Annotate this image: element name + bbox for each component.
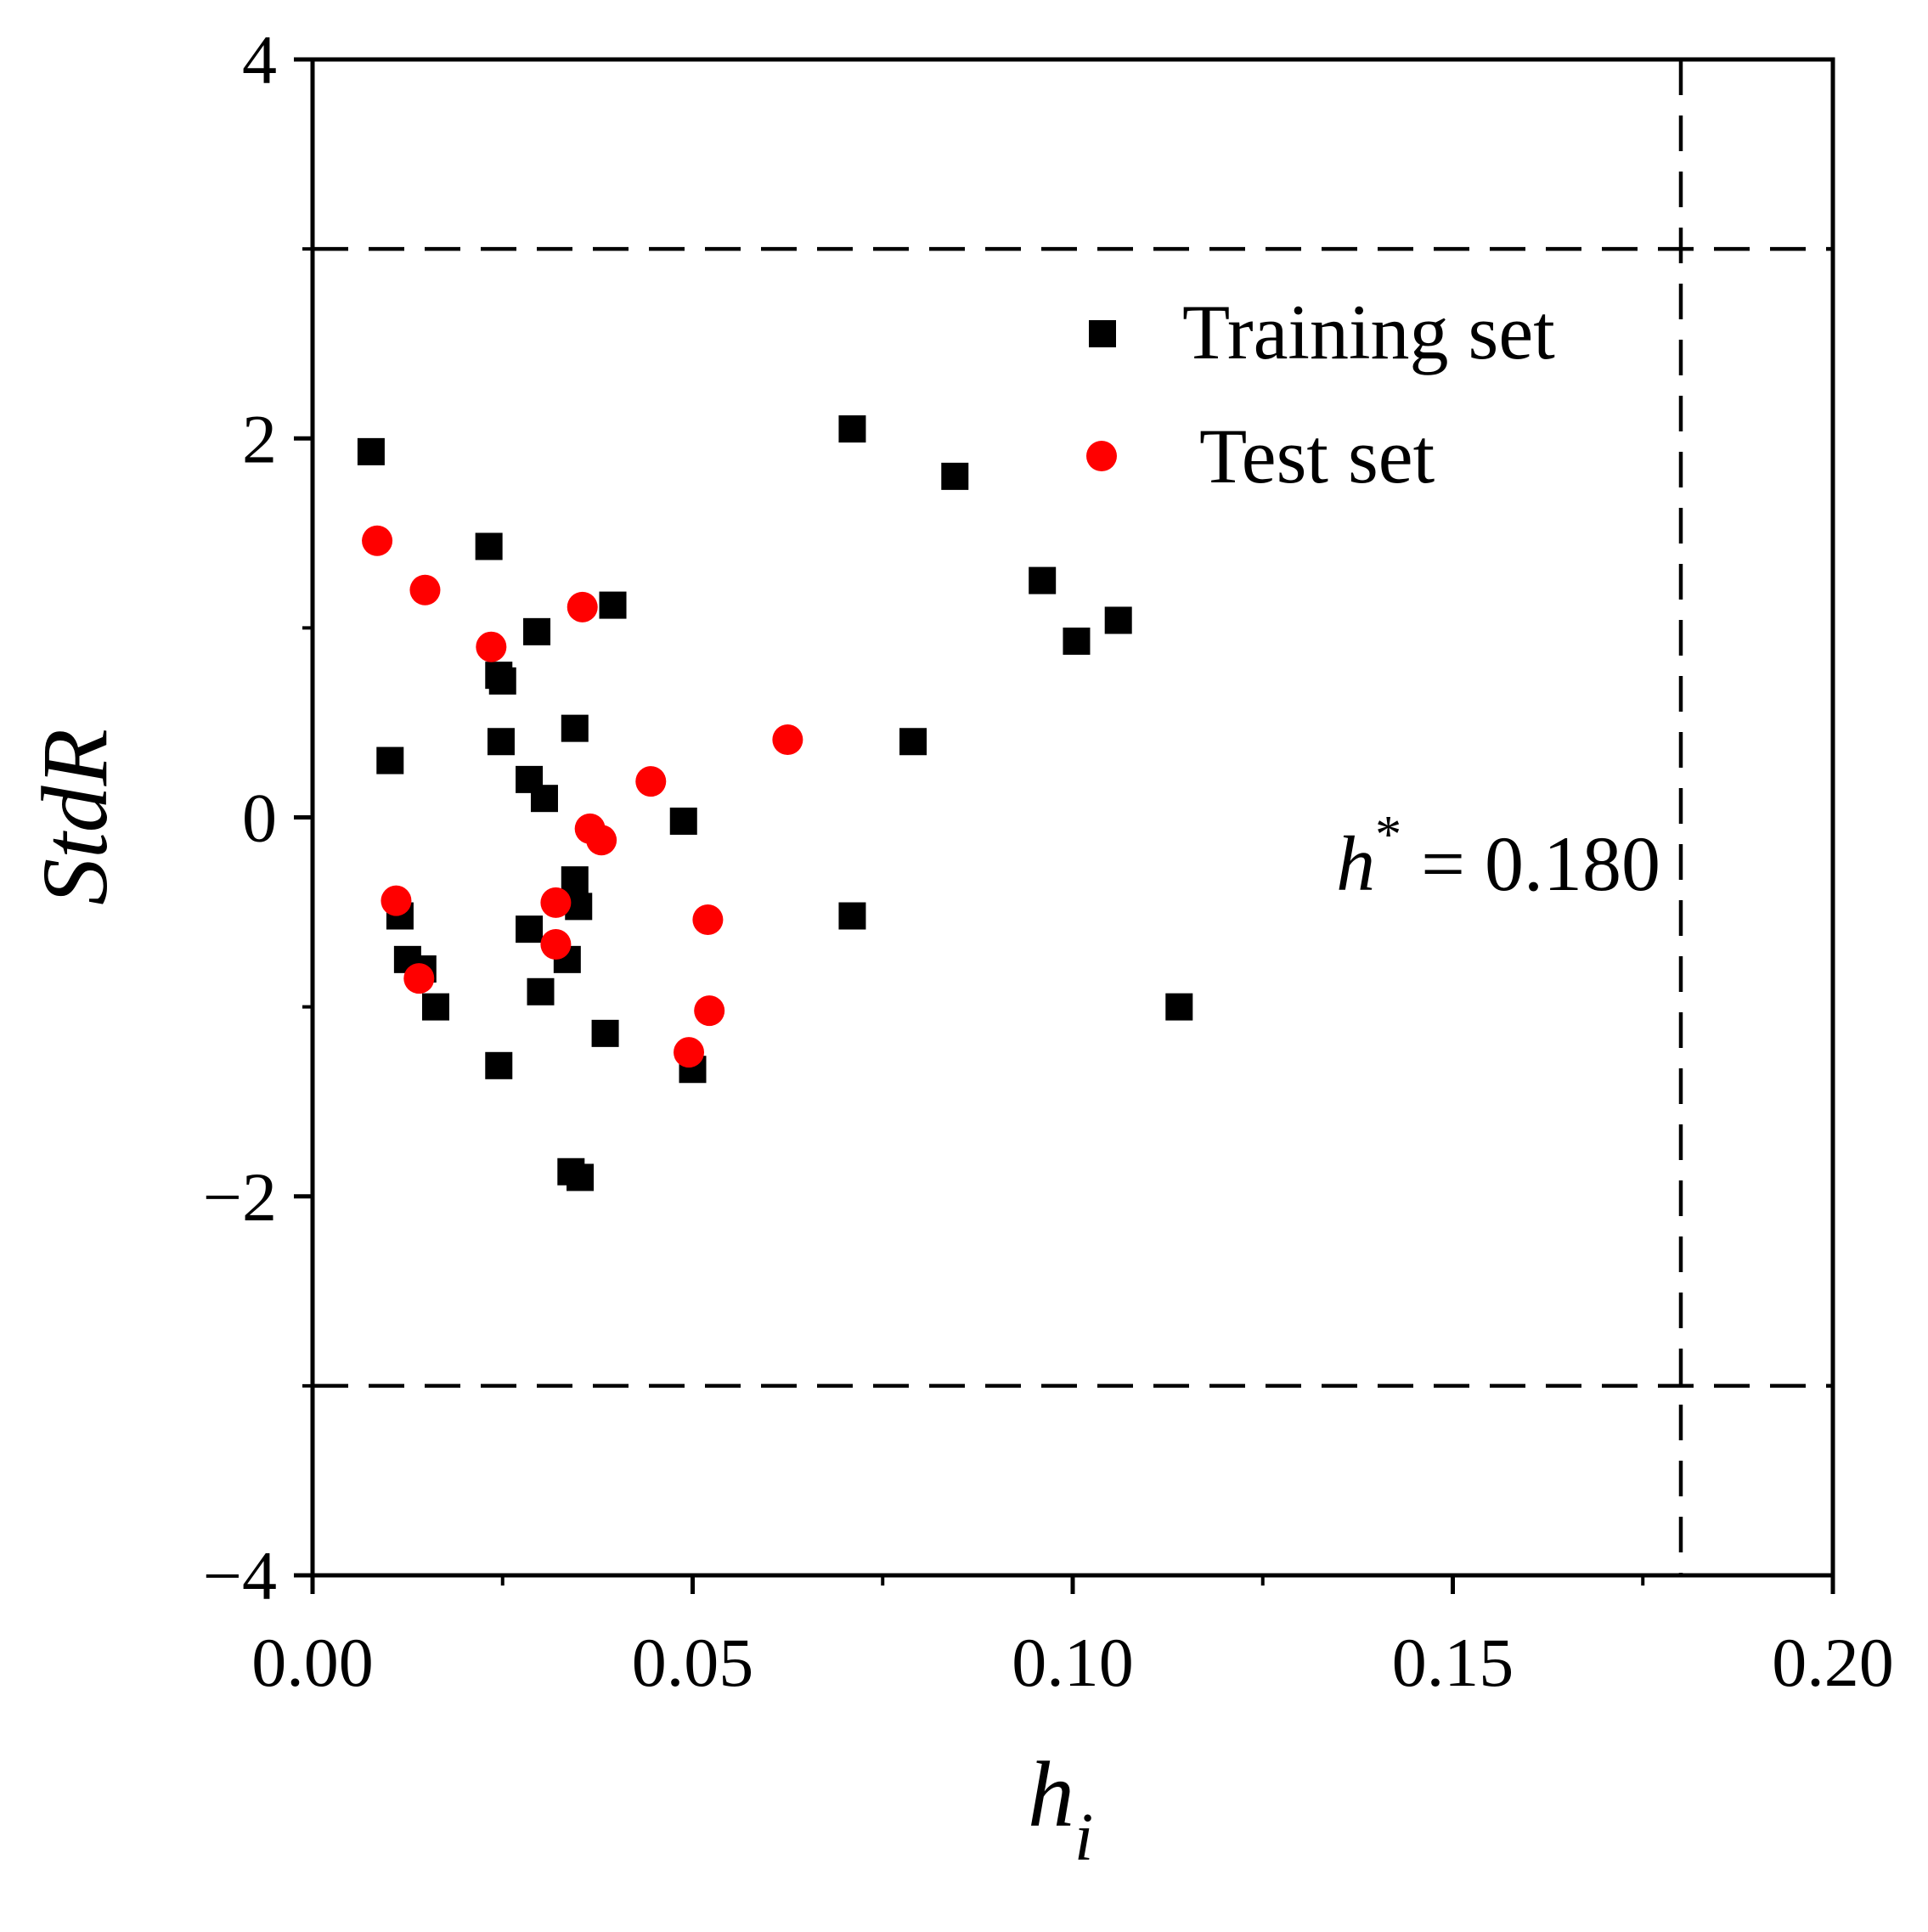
training-set-point-0	[357, 437, 385, 465]
training-set-point-26	[838, 415, 866, 443]
threshold-annotation-value: = 0.180	[1401, 820, 1660, 907]
training-set-point-1	[376, 746, 404, 774]
training-set-point-23	[591, 1019, 619, 1047]
x-tick-label-2: 0.10	[1012, 1624, 1134, 1701]
legend-label-training-set: Training set	[1182, 289, 1555, 375]
training-set-point-14	[516, 915, 544, 943]
training-set-point-18	[561, 714, 589, 742]
plot-frame	[310, 57, 1835, 1578]
test-set-point-12	[692, 904, 724, 935]
test-set-point-2	[403, 963, 435, 994]
axis-ticks: 0.00 0.05 0.10 0.15 0.20 −4 −2 0 2 4	[203, 21, 1894, 1701]
reference-lines	[313, 59, 1833, 1575]
training-set-point-31	[1063, 627, 1091, 655]
y-tick-label-0: −4	[203, 1537, 277, 1614]
legend-marker-test-set	[1086, 441, 1117, 471]
test-set-point-14	[772, 724, 803, 756]
threshold-annotation: h* = 0.180	[1336, 806, 1660, 907]
x-axis-title: hi	[1028, 1743, 1093, 1875]
y-tick-label-1: −2	[203, 1158, 277, 1236]
training-set-point-19	[561, 866, 589, 894]
training-set-point-15	[527, 977, 555, 1005]
training-set-point-6	[475, 532, 503, 560]
test-set-point-0	[362, 525, 393, 556]
training-set-point-21	[567, 1163, 595, 1191]
training-set-point-8	[488, 667, 516, 695]
training-set-point-22	[599, 591, 627, 619]
y-tick-label-3: 2	[242, 400, 277, 477]
y-tick-label-2: 0	[242, 780, 277, 857]
y-axis-title: StdR	[23, 729, 127, 905]
test-set-point-1	[381, 885, 412, 916]
training-set-point-29	[941, 462, 969, 490]
threshold-annotation-symbol: h	[1336, 820, 1375, 907]
y-tick-label-4: 4	[242, 21, 277, 99]
test-set-point-13	[694, 995, 725, 1027]
test-set-point-6	[540, 928, 572, 960]
test-set-point-11	[674, 1037, 705, 1068]
training-set-point-24	[669, 807, 697, 835]
x-axis-title-main: h	[1028, 1743, 1074, 1846]
training-set-point-9	[487, 728, 515, 756]
x-tick-label-1: 0.05	[632, 1624, 754, 1701]
x-axis-title-subscript: i	[1074, 1800, 1093, 1875]
training-set-point-10	[485, 1051, 513, 1079]
test-set-point-7	[567, 591, 598, 622]
training-set-point-5	[421, 993, 449, 1021]
legend-marker-training-set	[1089, 320, 1116, 347]
training-set-point-33	[1165, 993, 1193, 1021]
test-set-point-3	[409, 574, 441, 606]
training-set-point-28	[899, 728, 927, 756]
x-tick-label-0: 0.00	[251, 1624, 374, 1701]
training-set-point-32	[1104, 606, 1132, 634]
x-tick-label-3: 0.15	[1392, 1624, 1514, 1701]
training-set-point-12	[523, 617, 551, 645]
data-points	[357, 415, 1193, 1191]
training-set-point-30	[1029, 566, 1057, 594]
x-tick-label-4: 0.20	[1772, 1624, 1894, 1701]
test-set-point-9	[586, 825, 617, 856]
training-set-point-27	[838, 902, 866, 930]
test-set-point-5	[540, 887, 572, 918]
legend-label-test-set: Test set	[1199, 413, 1435, 499]
plot-border	[310, 57, 1835, 1578]
test-set-point-10	[635, 766, 667, 797]
legend: Training set Test set	[1086, 289, 1555, 499]
test-set-point-4	[476, 631, 507, 662]
training-set-point-13	[530, 785, 558, 813]
threshold-annotation-superscript: *	[1375, 806, 1401, 864]
